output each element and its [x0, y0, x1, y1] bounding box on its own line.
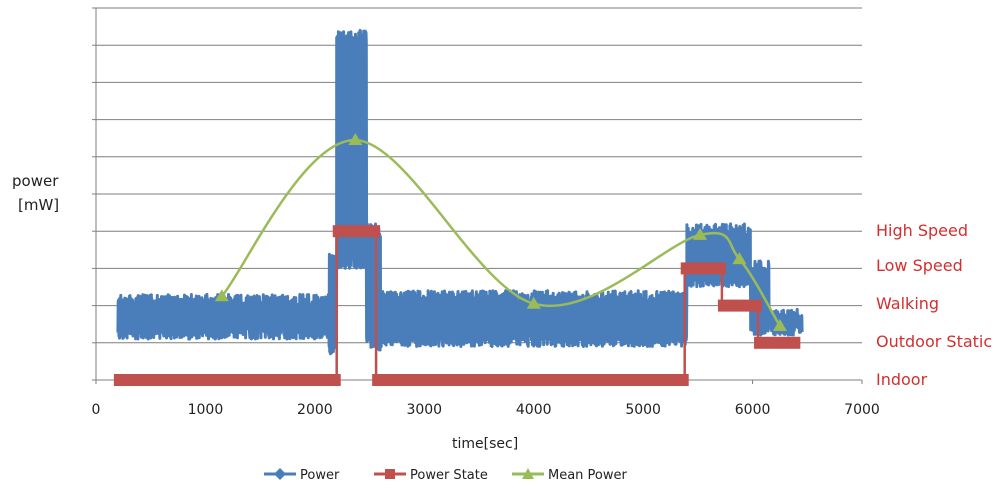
power-state-segment — [332, 225, 381, 238]
x-tick-labels: 0 1000 2000 3000 4000 5000 6000 7000 — [92, 402, 880, 418]
legend-square-marker — [385, 469, 395, 479]
state-label: Low Speed — [876, 256, 963, 275]
mean-power-point — [772, 319, 787, 332]
power-state-segment — [372, 374, 689, 386]
power-state-segment — [680, 262, 726, 275]
x-tick-label: 1000 — [188, 402, 224, 418]
x-tick-label: 7000 — [844, 402, 880, 418]
mean-power-series — [214, 133, 787, 332]
legend-diamond-marker — [274, 468, 286, 480]
legend-label: Power — [300, 468, 340, 483]
grid — [96, 7, 862, 344]
power-state-series — [113, 225, 801, 386]
power-state-line — [117, 229, 797, 382]
mean-power-point — [348, 133, 363, 146]
state-label: Walking — [876, 294, 939, 313]
power-line — [116, 28, 804, 356]
mean-power-point — [732, 252, 747, 265]
legend-triangle-marker — [522, 468, 534, 479]
legend-label: Mean Power — [548, 468, 628, 483]
x-tick-label: 0 — [92, 402, 101, 418]
legend: Power Power State Mean Power — [264, 468, 628, 483]
x-tick-label: 4000 — [516, 402, 552, 418]
x-tick-label: 5000 — [625, 402, 661, 418]
power-state-segment — [113, 374, 341, 386]
state-label: High Speed — [876, 221, 968, 240]
state-labels: High Speed Low Speed Walking Outdoor Static… — [876, 221, 992, 389]
x-tick-label: 6000 — [735, 402, 771, 418]
power-state-segment — [754, 336, 801, 349]
mean-power-point — [214, 289, 229, 302]
y-axis-label-line2: [mW] — [18, 196, 59, 214]
state-label: Outdoor Static — [876, 332, 992, 351]
x-tick-label: 3000 — [406, 402, 442, 418]
state-label: Indoor — [876, 370, 928, 389]
power-state-segment — [717, 299, 763, 312]
mean-power-point — [526, 296, 541, 309]
y-axis-label-line1: power — [12, 172, 59, 190]
x-axis-label: time[sec] — [452, 436, 518, 452]
x-tick-label: 2000 — [297, 402, 333, 418]
legend-label: Power State — [410, 468, 488, 483]
mean-power-point — [693, 227, 708, 240]
power-series — [116, 28, 804, 356]
